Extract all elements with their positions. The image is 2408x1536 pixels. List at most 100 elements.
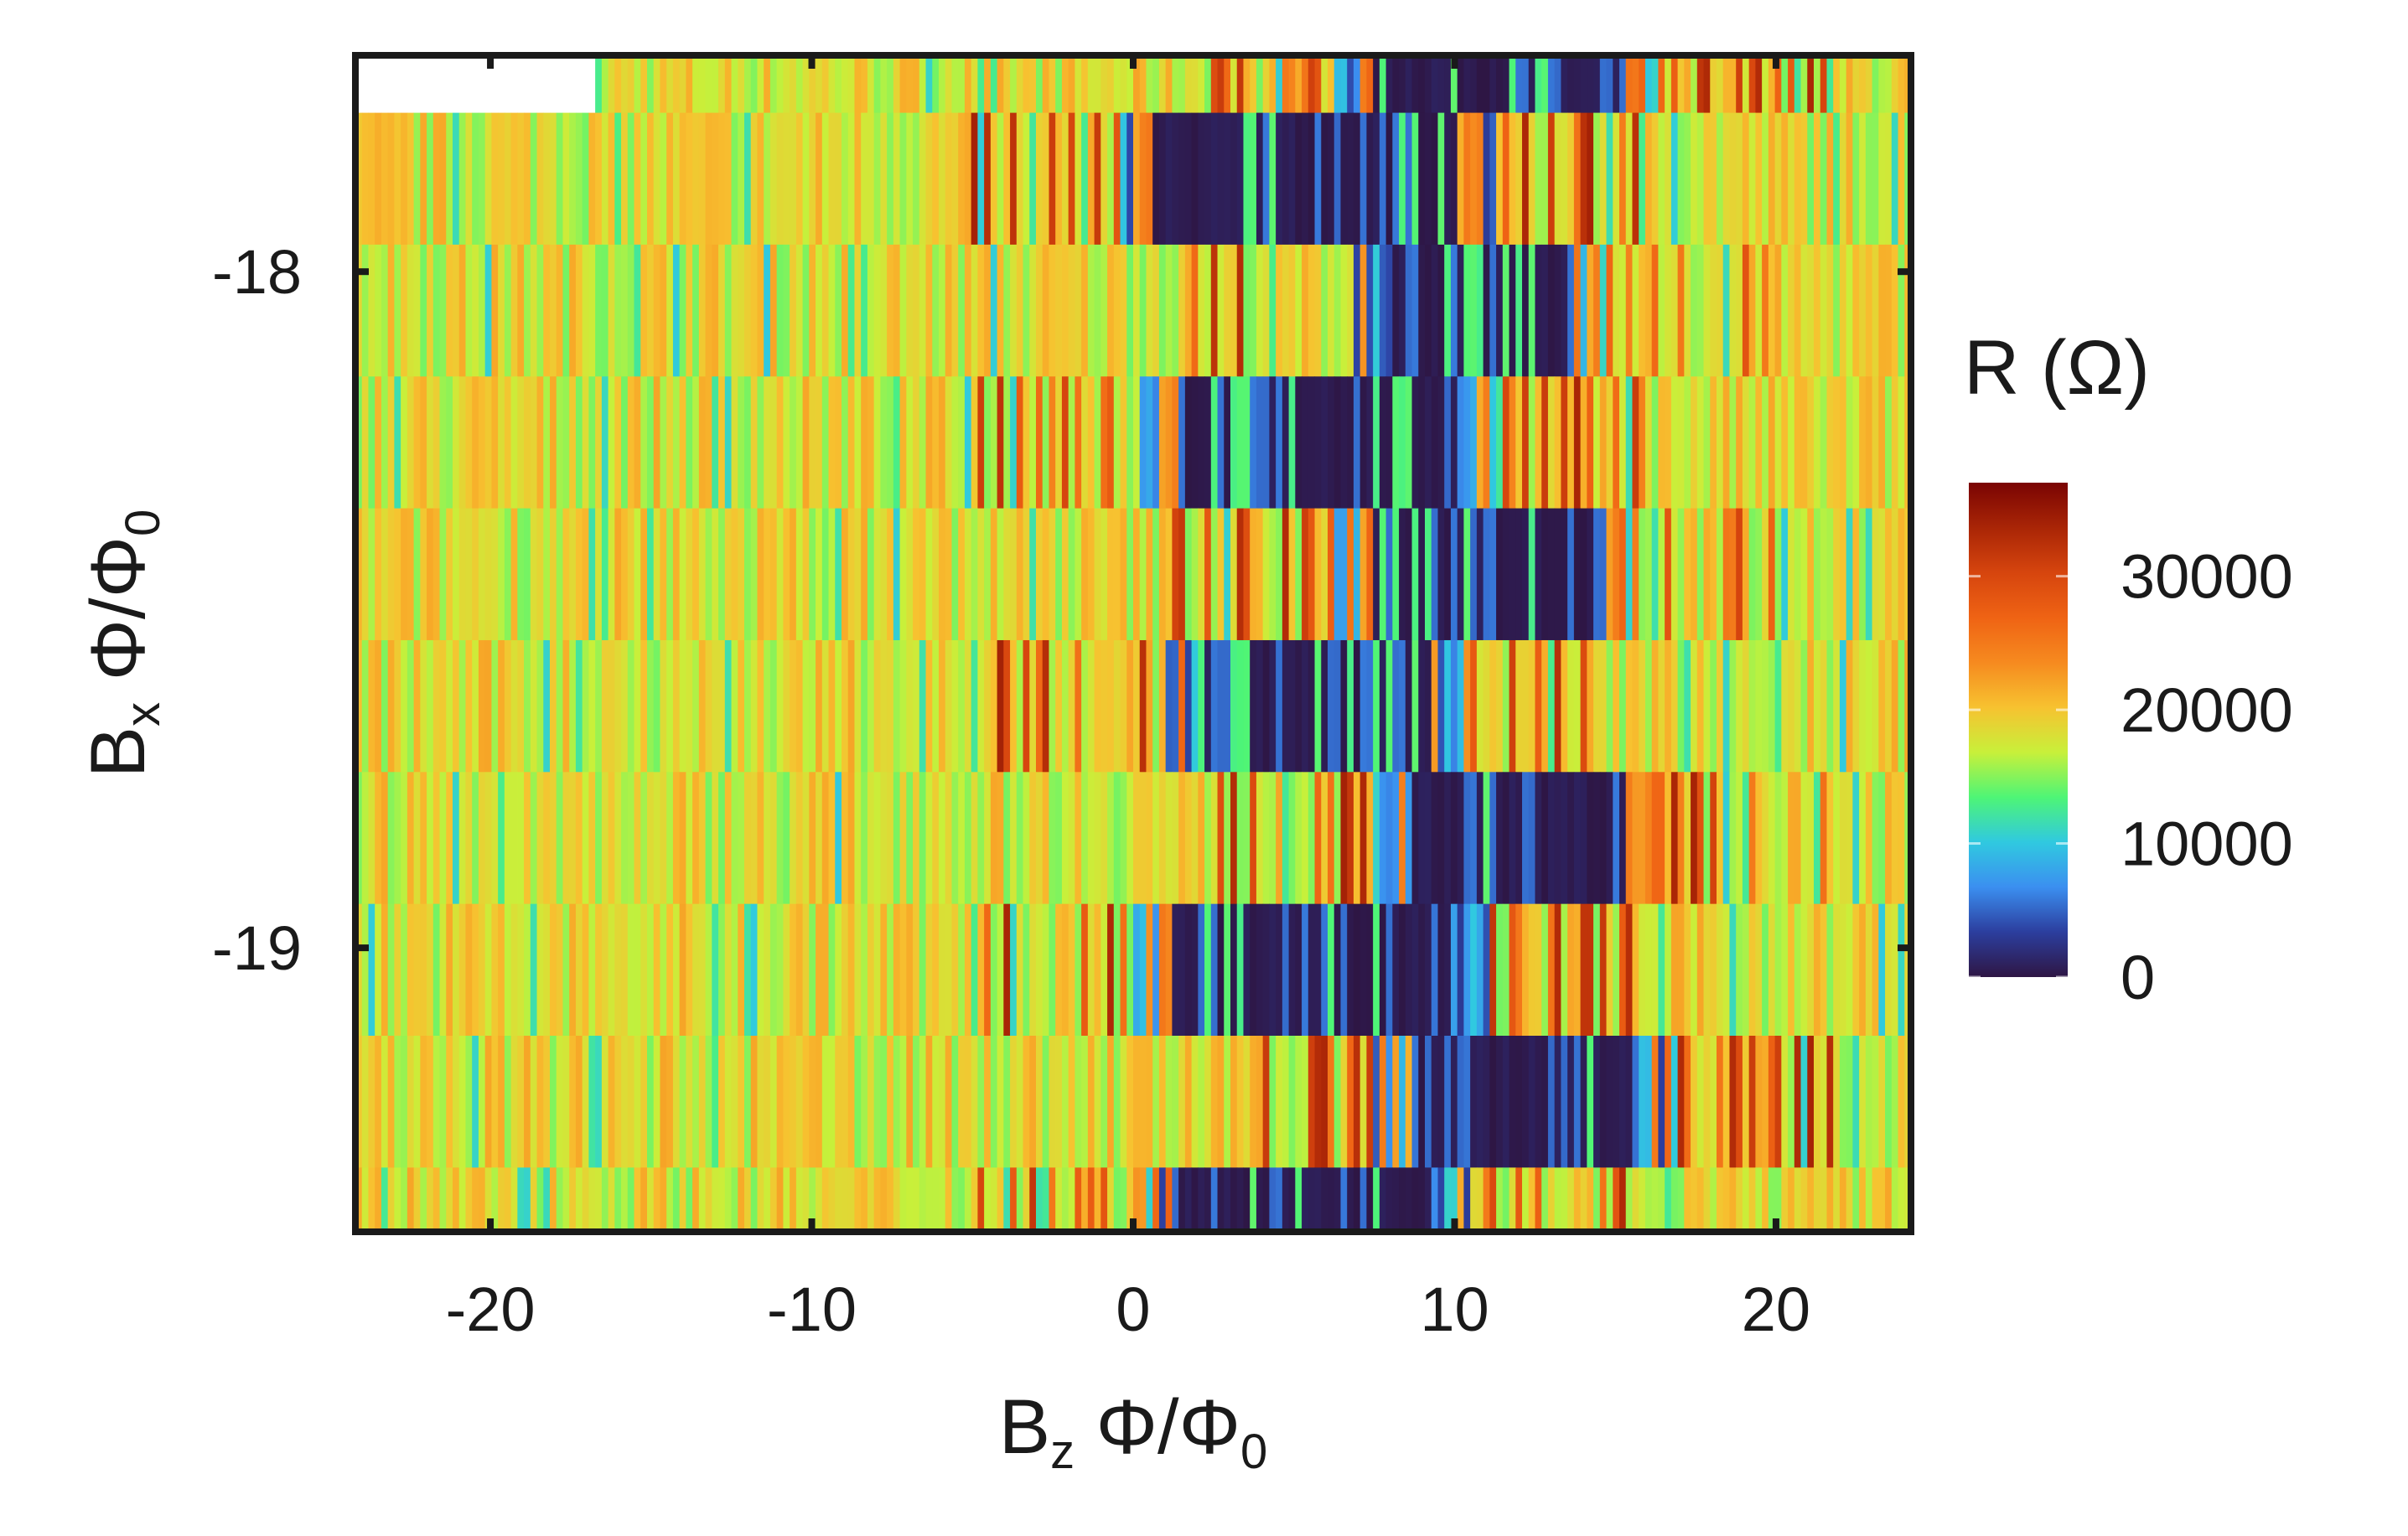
heatmap-cell [724, 244, 733, 377]
heatmap-cell [1613, 903, 1620, 1037]
heatmap-cell [1411, 112, 1419, 246]
heatmap-cell [906, 508, 914, 641]
heatmap-cell [458, 244, 467, 377]
heatmap-cell [1606, 639, 1613, 773]
heatmap-cell [1431, 903, 1439, 1037]
heatmap-cell [893, 639, 901, 773]
heatmap-cell [420, 244, 427, 377]
heatmap-cell [640, 112, 648, 246]
heatmap-cell [1126, 903, 1134, 1037]
heatmap-cell [795, 903, 804, 1037]
heatmap-cell [614, 639, 622, 773]
heatmap-cell [1762, 508, 1769, 641]
heatmap-cell [1450, 903, 1458, 1037]
heatmap-cell [1094, 1036, 1101, 1168]
heatmap-cell [1639, 112, 1646, 246]
heatmap-cell [510, 772, 518, 905]
heatmap-cell [1198, 772, 1205, 905]
heatmap-cell [1535, 639, 1542, 773]
heatmap-cell [614, 55, 622, 114]
heatmap-cell [1677, 903, 1685, 1037]
heatmap-cell [1587, 1036, 1594, 1168]
heatmap-cell [776, 1167, 784, 1232]
heatmap-cell [1865, 55, 1873, 114]
heatmap-cell [1256, 1036, 1264, 1168]
heatmap-cell [1554, 508, 1561, 641]
heatmap-cell [1146, 1167, 1153, 1232]
heatmap-cell [1321, 376, 1328, 509]
heatmap-cell [1016, 903, 1024, 1037]
heatmap-cell [375, 1167, 382, 1232]
heatmap-cell [1820, 1167, 1828, 1232]
heatmap-cell [705, 508, 712, 641]
heatmap-cell [1606, 376, 1613, 509]
heatmap-cell [1269, 639, 1276, 773]
heatmap-cell [1509, 639, 1516, 773]
heatmap-cell [712, 55, 719, 114]
heatmap-cell [776, 639, 784, 773]
heatmap-cell [1768, 55, 1776, 114]
heatmap-cell [1613, 244, 1620, 377]
heatmap-cell [1639, 376, 1646, 509]
heatmap-cell [802, 903, 810, 1037]
heatmap-cell [458, 639, 467, 773]
heatmap-cell [361, 1167, 370, 1232]
heatmap-cell [368, 772, 375, 905]
heatmap-cell [361, 639, 370, 773]
heatmap-cell [835, 244, 842, 377]
heatmap-cell [1236, 772, 1245, 905]
heatmap-cell [1502, 508, 1510, 641]
heatmap-cell [614, 376, 622, 509]
heatmap-cell [1437, 1036, 1445, 1168]
heatmap-cell [1198, 508, 1205, 641]
colorbar-tick-label: 10000 [2121, 809, 2293, 879]
heatmap-cell [1049, 112, 1056, 246]
heatmap-cell [401, 112, 408, 246]
heatmap-cell [764, 112, 771, 246]
heatmap-cell [627, 1036, 635, 1168]
heatmap-cell [1224, 376, 1231, 509]
heatmap-cell [1846, 903, 1853, 1037]
heatmap-cell [1839, 112, 1847, 246]
heatmap-cell [913, 1167, 920, 1232]
heatmap-cell [880, 508, 888, 641]
heatmap-cell [692, 772, 700, 905]
heatmap-cell [1094, 244, 1101, 377]
heatmap-cell [1885, 772, 1893, 905]
heatmap-cell [1029, 244, 1037, 377]
heatmap-cell [1133, 1167, 1141, 1232]
heatmap-cell [1839, 772, 1847, 905]
heatmap-cell [795, 508, 804, 641]
heatmap-cell [1852, 508, 1860, 641]
heatmap-cell [1567, 639, 1575, 773]
heatmap-cell [368, 55, 375, 114]
heatmap-cell [686, 55, 693, 114]
heatmap-cell [1075, 376, 1082, 509]
heatmap-cell [1658, 1167, 1665, 1232]
heatmap-cell [614, 508, 622, 641]
heatmap-cell [361, 508, 370, 641]
heatmap-cell [1347, 244, 1354, 377]
heatmap-cell [1224, 772, 1231, 905]
heatmap-cell [1814, 376, 1821, 509]
heatmap-cell [1210, 244, 1219, 377]
heatmap-cell [1385, 903, 1393, 1037]
heatmap-cell [1230, 639, 1238, 773]
heatmap-cell [498, 508, 505, 641]
heatmap-cell [1547, 376, 1556, 509]
heatmap-cell [413, 244, 421, 377]
heatmap-cell [1573, 244, 1582, 377]
heatmap-cell [1898, 244, 1905, 377]
heatmap-cell [1651, 244, 1659, 377]
heatmap-cell [1528, 376, 1536, 509]
heatmap-cell [984, 639, 992, 773]
heatmap-cell [394, 1036, 401, 1168]
heatmap-cell [1042, 772, 1050, 905]
heatmap-cell [647, 376, 655, 509]
heatmap-cell [1068, 112, 1075, 246]
y-axis-title: Bx Φ/Φ0 [75, 509, 170, 778]
heatmap-cell [666, 772, 674, 905]
heatmap-cell [1250, 376, 1257, 509]
heatmap-cell [1113, 903, 1121, 1037]
heatmap-cell [1554, 1167, 1561, 1232]
